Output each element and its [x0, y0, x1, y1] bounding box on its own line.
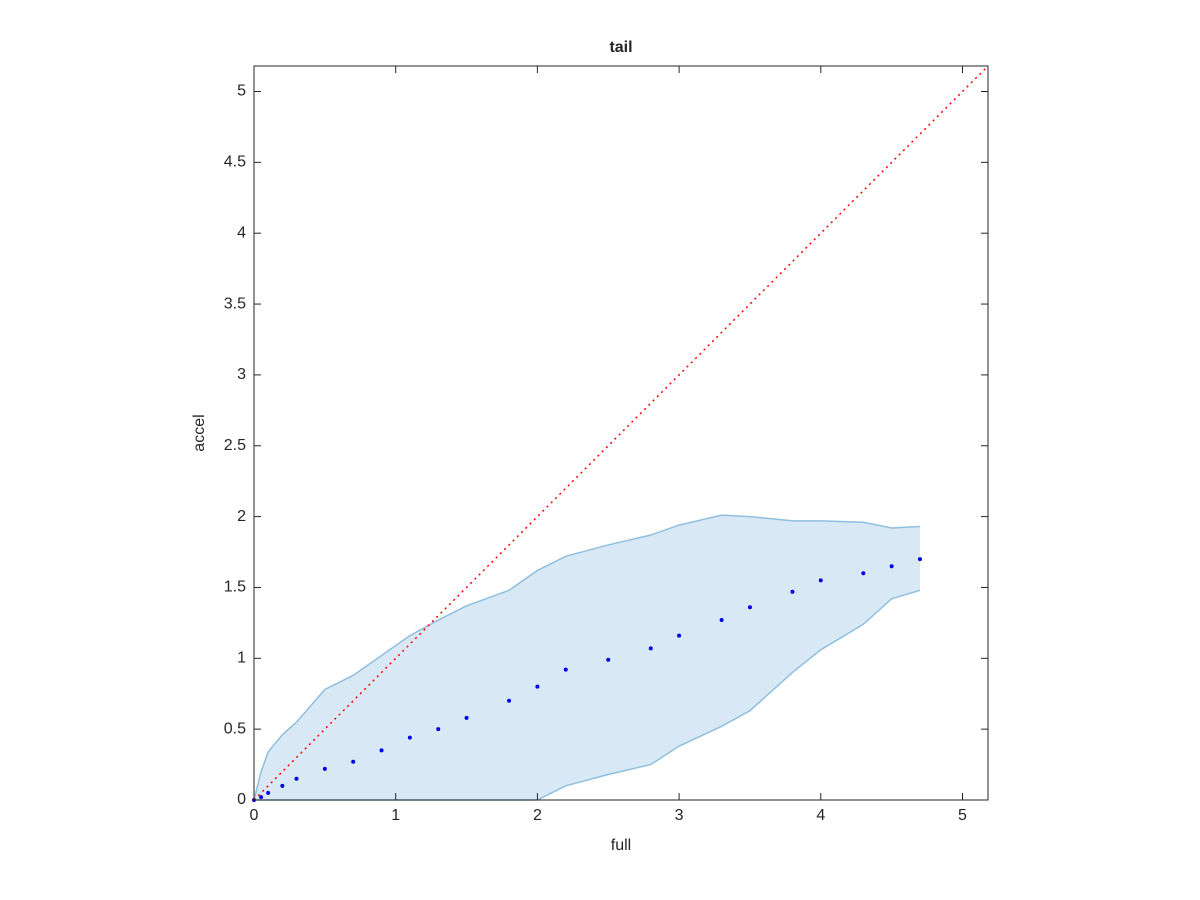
x-tick-label: 3 — [675, 807, 684, 824]
x-axis-label: full — [611, 837, 631, 854]
data-point — [747, 605, 752, 610]
data-point — [719, 618, 724, 623]
data-point — [563, 667, 568, 672]
data-point — [861, 571, 866, 576]
data-point — [535, 684, 540, 689]
data-point — [379, 748, 384, 753]
data-point — [407, 735, 412, 740]
data-point — [464, 715, 469, 720]
x-tick-label: 0 — [250, 807, 259, 824]
y-tick-label: 0 — [237, 791, 246, 808]
data-point — [606, 657, 611, 662]
y-tick-label: 4 — [237, 224, 246, 241]
data-point — [507, 698, 512, 703]
x-tick-label: 1 — [391, 807, 400, 824]
y-tick-label: 2 — [237, 508, 246, 525]
y-tick-label: 4.5 — [224, 154, 246, 171]
data-point — [294, 776, 299, 781]
data-point — [648, 646, 653, 651]
data-point — [322, 766, 327, 771]
y-tick-label: 1.5 — [224, 579, 246, 596]
data-point — [266, 790, 271, 795]
y-tick-label: 3.5 — [224, 295, 246, 312]
band-fill — [254, 515, 920, 800]
y-tick-label: 2.5 — [224, 437, 246, 454]
data-point — [351, 759, 356, 764]
y-tick-label: 3 — [237, 366, 246, 383]
y-tick-label: 0.5 — [224, 720, 246, 737]
data-point — [790, 589, 795, 594]
chart-title: tail — [609, 39, 632, 56]
reference-line — [253, 65, 989, 801]
y-axis-label: accel — [191, 414, 208, 451]
data-point — [436, 727, 441, 732]
data-point — [889, 564, 894, 569]
x-tick-label: 5 — [958, 807, 967, 824]
x-tick-label: 4 — [816, 807, 825, 824]
plot-frame — [253, 65, 989, 801]
x-tick-label: 2 — [533, 807, 542, 824]
band-edge — [253, 514, 921, 801]
data-point — [259, 795, 264, 800]
data-point — [677, 633, 682, 638]
data-point — [818, 578, 823, 583]
y-tick-label: 1 — [237, 650, 246, 667]
data-point — [280, 783, 285, 788]
y-tick-label: 5 — [237, 83, 246, 100]
data-point — [917, 557, 922, 562]
